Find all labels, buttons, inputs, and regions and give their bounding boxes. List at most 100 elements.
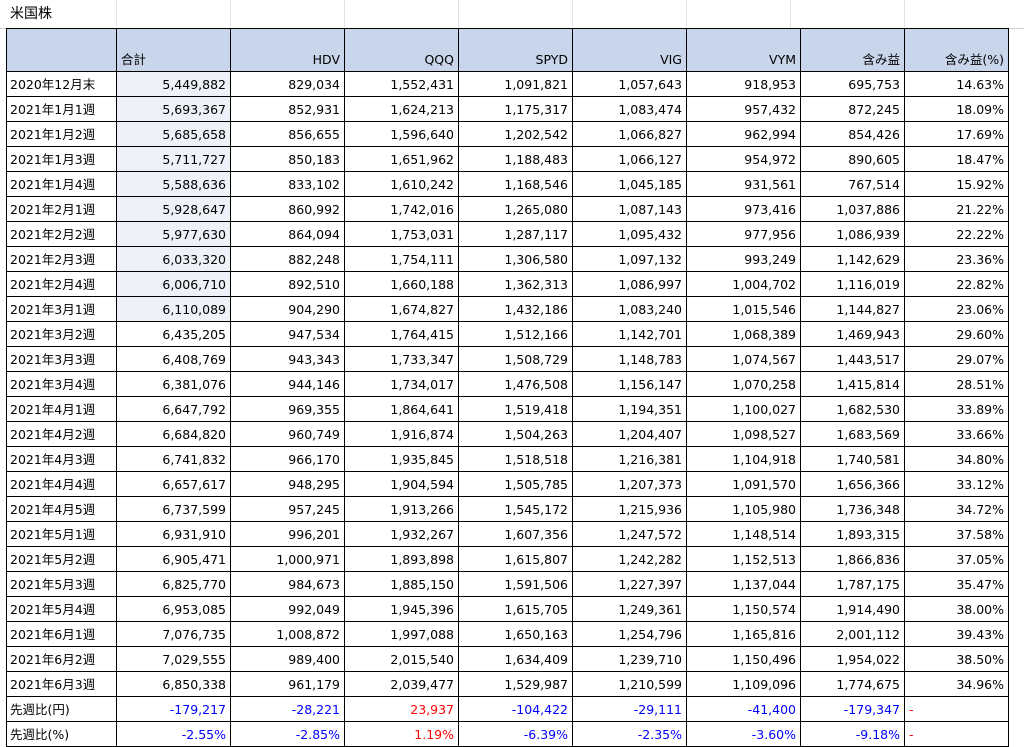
cell-qqq[interactable]: 1,674,827 [344,296,459,322]
cell-spyd[interactable]: 1,545,172 [458,496,573,522]
cell-qqq[interactable]: 1,885,150 [344,571,459,597]
header-cell-vig[interactable]: VIG [572,28,687,72]
cell-vig[interactable]: 1,204,407 [572,421,687,447]
cell-week-label[interactable]: 2021年4月4週 [6,471,117,497]
header-cell-blank[interactable] [6,28,117,72]
cell-week-label[interactable]: 2021年3月2週 [6,321,117,347]
cell-hdv[interactable]: 1,000,971 [230,546,345,572]
cell-unrealized-gain[interactable]: 1,736,348 [800,496,905,522]
cell-spyd[interactable]: 1,306,580 [458,246,573,272]
cell-qqq[interactable]: 1,904,594 [344,471,459,497]
cell-spyd[interactable]: 1,519,418 [458,396,573,422]
cell-spyd[interactable]: 1,175,317 [458,96,573,122]
header-cell-spyd[interactable]: SPYD [458,28,573,72]
cell-hdv[interactable]: 989,400 [230,646,345,672]
cell-unrealized-gain[interactable]: 767,514 [800,171,905,197]
summary-cell-unrealized-gain[interactable]: -179,347 [800,696,905,722]
cell-week-label[interactable]: 2021年1月1週 [6,96,117,122]
cell-spyd[interactable]: 1,615,705 [458,596,573,622]
cell-hdv[interactable]: 882,248 [230,246,345,272]
cell-hdv[interactable]: 833,102 [230,171,345,197]
cell-total[interactable]: 6,741,832 [116,446,231,472]
cell-total[interactable]: 6,647,792 [116,396,231,422]
cell-unrealized-gain-pct[interactable]: 35.47% [904,571,1009,597]
cell-hdv[interactable]: 947,534 [230,321,345,347]
cell-hdv[interactable]: 996,201 [230,521,345,547]
cell-qqq[interactable]: 1,754,111 [344,246,459,272]
summary-cell-hdv[interactable]: -28,221 [230,696,345,722]
cell-hdv[interactable]: 944,146 [230,371,345,397]
cell-unrealized-gain[interactable]: 1,142,629 [800,246,905,272]
cell-unrealized-gain-pct[interactable]: 37.05% [904,546,1009,572]
cell-unrealized-gain[interactable]: 1,682,530 [800,396,905,422]
cell-spyd[interactable]: 1,202,542 [458,121,573,147]
cell-unrealized-gain[interactable]: 1,415,814 [800,371,905,397]
cell-unrealized-gain[interactable]: 1,116,019 [800,271,905,297]
cell-vig[interactable]: 1,087,143 [572,196,687,222]
cell-spyd[interactable]: 1,362,313 [458,271,573,297]
cell-week-label[interactable]: 2021年4月2週 [6,421,117,447]
cell-spyd[interactable]: 1,091,821 [458,71,573,97]
summary-cell-spyd[interactable]: -104,422 [458,696,573,722]
cell-vig[interactable]: 1,254,796 [572,621,687,647]
cell-hdv[interactable]: 864,094 [230,221,345,247]
cell-spyd[interactable]: 1,518,518 [458,446,573,472]
cell-vym[interactable]: 1,068,389 [686,321,801,347]
cell-vig[interactable]: 1,097,132 [572,246,687,272]
cell-vig[interactable]: 1,249,361 [572,596,687,622]
cell-week-label[interactable]: 2021年2月3週 [6,246,117,272]
cell-week-label[interactable]: 2021年3月4週 [6,371,117,397]
cell-total[interactable]: 5,449,882 [116,71,231,97]
cell-week-label[interactable]: 2021年2月1週 [6,196,117,222]
cell-week-label[interactable]: 2021年3月3週 [6,346,117,372]
cell-qqq[interactable]: 1,932,267 [344,521,459,547]
summary-label[interactable]: 先週比(円) [6,696,117,722]
cell-total[interactable]: 6,684,820 [116,421,231,447]
cell-unrealized-gain-pct[interactable]: 22.82% [904,271,1009,297]
cell-qqq[interactable]: 1,864,641 [344,396,459,422]
cell-unrealized-gain[interactable]: 1,469,943 [800,321,905,347]
cell-unrealized-gain-pct[interactable]: 28.51% [904,371,1009,397]
cell-vig[interactable]: 1,086,997 [572,271,687,297]
cell-vym[interactable]: 1,098,527 [686,421,801,447]
summary-cell-total[interactable]: -2.55% [116,721,231,747]
cell-qqq[interactable]: 1,935,845 [344,446,459,472]
cell-unrealized-gain[interactable]: 872,245 [800,96,905,122]
cell-total[interactable]: 5,693,367 [116,96,231,122]
cell-unrealized-gain-pct[interactable]: 18.47% [904,146,1009,172]
cell-spyd[interactable]: 1,188,483 [458,146,573,172]
cell-hdv[interactable]: 856,655 [230,121,345,147]
cell-qqq[interactable]: 1,552,431 [344,71,459,97]
cell-unrealized-gain-pct[interactable]: 17.69% [904,121,1009,147]
cell-qqq[interactable]: 1,764,415 [344,321,459,347]
cell-unrealized-gain[interactable]: 1,144,827 [800,296,905,322]
cell-week-label[interactable]: 2021年5月3週 [6,571,117,597]
cell-vig[interactable]: 1,227,397 [572,571,687,597]
cell-vym[interactable]: 931,561 [686,171,801,197]
cell-qqq[interactable]: 1,997,088 [344,621,459,647]
cell-unrealized-gain[interactable]: 2,001,112 [800,621,905,647]
cell-spyd[interactable]: 1,168,546 [458,171,573,197]
summary-cell-vig[interactable]: -2.35% [572,721,687,747]
cell-hdv[interactable]: 960,749 [230,421,345,447]
cell-vig[interactable]: 1,148,783 [572,346,687,372]
cell-week-label[interactable]: 2021年4月3週 [6,446,117,472]
cell-total[interactable]: 6,006,710 [116,271,231,297]
cell-hdv[interactable]: 961,179 [230,671,345,697]
cell-vym[interactable]: 957,432 [686,96,801,122]
cell-unrealized-gain[interactable]: 1,914,490 [800,596,905,622]
cell-spyd[interactable]: 1,265,080 [458,196,573,222]
cell-qqq[interactable]: 1,596,640 [344,121,459,147]
cell-vig[interactable]: 1,095,432 [572,221,687,247]
cell-week-label[interactable]: 2021年6月3週 [6,671,117,697]
cell-total[interactable]: 6,657,617 [116,471,231,497]
cell-spyd[interactable]: 1,287,117 [458,221,573,247]
cell-week-label[interactable]: 2021年5月2週 [6,546,117,572]
cell-total[interactable]: 6,850,338 [116,671,231,697]
cell-total[interactable]: 7,076,735 [116,621,231,647]
cell-unrealized-gain-pct[interactable]: 39.43% [904,621,1009,647]
cell-unrealized-gain[interactable]: 1,774,675 [800,671,905,697]
cell-hdv[interactable]: 943,343 [230,346,345,372]
cell-week-label[interactable]: 2021年5月1週 [6,521,117,547]
cell-hdv[interactable]: 904,290 [230,296,345,322]
